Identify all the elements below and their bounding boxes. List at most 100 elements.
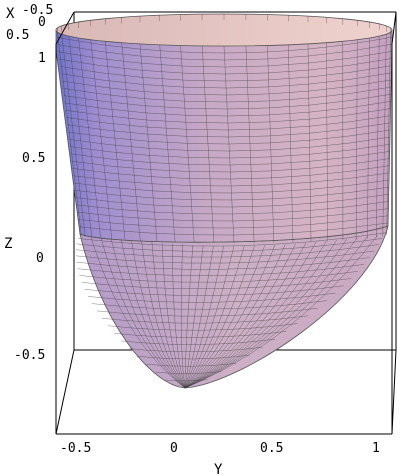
- bowl-meridian: [184, 242, 307, 389]
- bowl-meridian: [184, 245, 266, 389]
- y-tick-label: 0.5: [260, 441, 283, 456]
- wall-ring: [66, 115, 391, 131]
- wall-ring: [73, 172, 390, 187]
- wall-ring: [70, 151, 390, 166]
- z-tick-label: 1: [38, 51, 46, 66]
- bowl-meridian: [184, 241, 317, 389]
- wall-meridian: [355, 39, 358, 240]
- wall-ring: [75, 194, 389, 208]
- bowl-ring: [92, 300, 327, 310]
- bowl-meridian: [184, 244, 194, 389]
- wall-ring: [67, 122, 391, 138]
- wall-meridian: [104, 41, 126, 241]
- bowl-meridian: [90, 235, 186, 389]
- wall-ring: [77, 208, 389, 222]
- z-axis-labels: Z -0.5 0 0.5 1: [4, 51, 46, 363]
- wall-ring: [78, 215, 389, 229]
- wall-meridian: [139, 43, 158, 242]
- x-axis-title: X: [6, 6, 15, 22]
- bowl-meridian: [184, 245, 204, 389]
- bowl-meridian: [184, 244, 276, 389]
- bowl-meridian: [161, 242, 186, 389]
- y-axis-title: Y: [214, 462, 223, 476]
- bowl-meridian: [110, 237, 186, 389]
- wall-meridian: [288, 44, 294, 243]
- wall-ring: [59, 58, 392, 75]
- bowl-meridian: [184, 235, 378, 389]
- wall-meridian: [223, 45, 235, 244]
- wall-meridian: [159, 44, 176, 243]
- bowl-meridian: [184, 244, 286, 389]
- bowl-meridian: [184, 245, 255, 389]
- wall-ring: [71, 158, 390, 173]
- paraboloid-mesh: [76, 232, 386, 389]
- cylinder-mesh: [56, 32, 392, 244]
- bowl-meridian: [141, 241, 186, 389]
- wall-meridian: [68, 36, 92, 238]
- bowl-meridian: [184, 239, 337, 389]
- wall-meridian: [180, 45, 195, 243]
- wall-ring: [74, 186, 389, 201]
- x-tick-label: 0.5: [6, 28, 29, 43]
- bowl-ring: [165, 379, 208, 382]
- bowl-meridian: [184, 245, 214, 389]
- wall-ring: [61, 72, 392, 89]
- wall-ring: [64, 101, 391, 117]
- wall-ring: [67, 129, 391, 145]
- wall-ring: [63, 94, 391, 110]
- wall-meridian: [367, 37, 370, 239]
- bowl-meridian: [184, 240, 327, 389]
- wall-ring: [68, 136, 390, 152]
- wall-ring: [56, 36, 392, 54]
- wall-ring: [79, 222, 389, 236]
- wall-meridian: [201, 45, 215, 243]
- wall-ring: [58, 51, 392, 68]
- wall-ring: [60, 65, 392, 82]
- bowl-meridian: [184, 238, 348, 389]
- wall-ring: [76, 201, 389, 215]
- wall-ring: [72, 165, 390, 180]
- wall-meridian: [61, 34, 86, 237]
- z-tick-label: 0: [36, 251, 44, 266]
- wall-meridian: [376, 36, 380, 238]
- wall-meridian: [57, 32, 82, 236]
- y-tick-label: 0: [170, 441, 178, 456]
- bowl-meridian: [184, 245, 224, 389]
- bowl-meridian: [120, 238, 186, 389]
- wall-meridian: [326, 42, 328, 242]
- z-tick-label: -0.5: [14, 348, 45, 363]
- x-tick-label: -0.5: [22, 3, 53, 18]
- opening-mesh: [57, 14, 391, 34]
- bowl-meridian: [131, 239, 186, 389]
- bowl-ring: [76, 257, 370, 270]
- y-tick-label: 1: [372, 441, 380, 456]
- bowl-ring: [87, 292, 336, 303]
- wall-meridian: [78, 37, 101, 239]
- bowl-meridian: [151, 242, 186, 389]
- bowl-meridian: [184, 243, 296, 389]
- y-axis-labels: -0.5 0 0.5 1 Y: [60, 441, 380, 476]
- bowl-meridian: [100, 236, 186, 389]
- bowl-ring: [78, 232, 386, 247]
- bowl-meridian: [184, 245, 245, 389]
- y-tick-label: -0.5: [60, 441, 91, 456]
- z-axis-title: Z: [4, 236, 12, 252]
- cylinder-wall: [55, 29, 393, 243]
- bowl-ring: [76, 238, 383, 252]
- wall-ring: [73, 179, 390, 194]
- bounding-box-front: [55, 11, 397, 435]
- wall-meridian: [245, 45, 255, 243]
- bowl-meridian: [172, 243, 186, 389]
- wall-ring: [69, 144, 390, 159]
- x-axis-labels: X -0.5 0 0.5: [6, 3, 53, 43]
- bowl-ring: [77, 264, 364, 276]
- bowl-meridian: [184, 237, 358, 389]
- wall-ring: [61, 79, 392, 96]
- bowl-ring: [81, 278, 351, 290]
- wall-meridian: [90, 39, 113, 240]
- wall-ring: [62, 86, 391, 103]
- bowl-meridian: [184, 245, 235, 389]
- wall-ring: [57, 44, 392, 61]
- bowl-meridian: [184, 236, 368, 389]
